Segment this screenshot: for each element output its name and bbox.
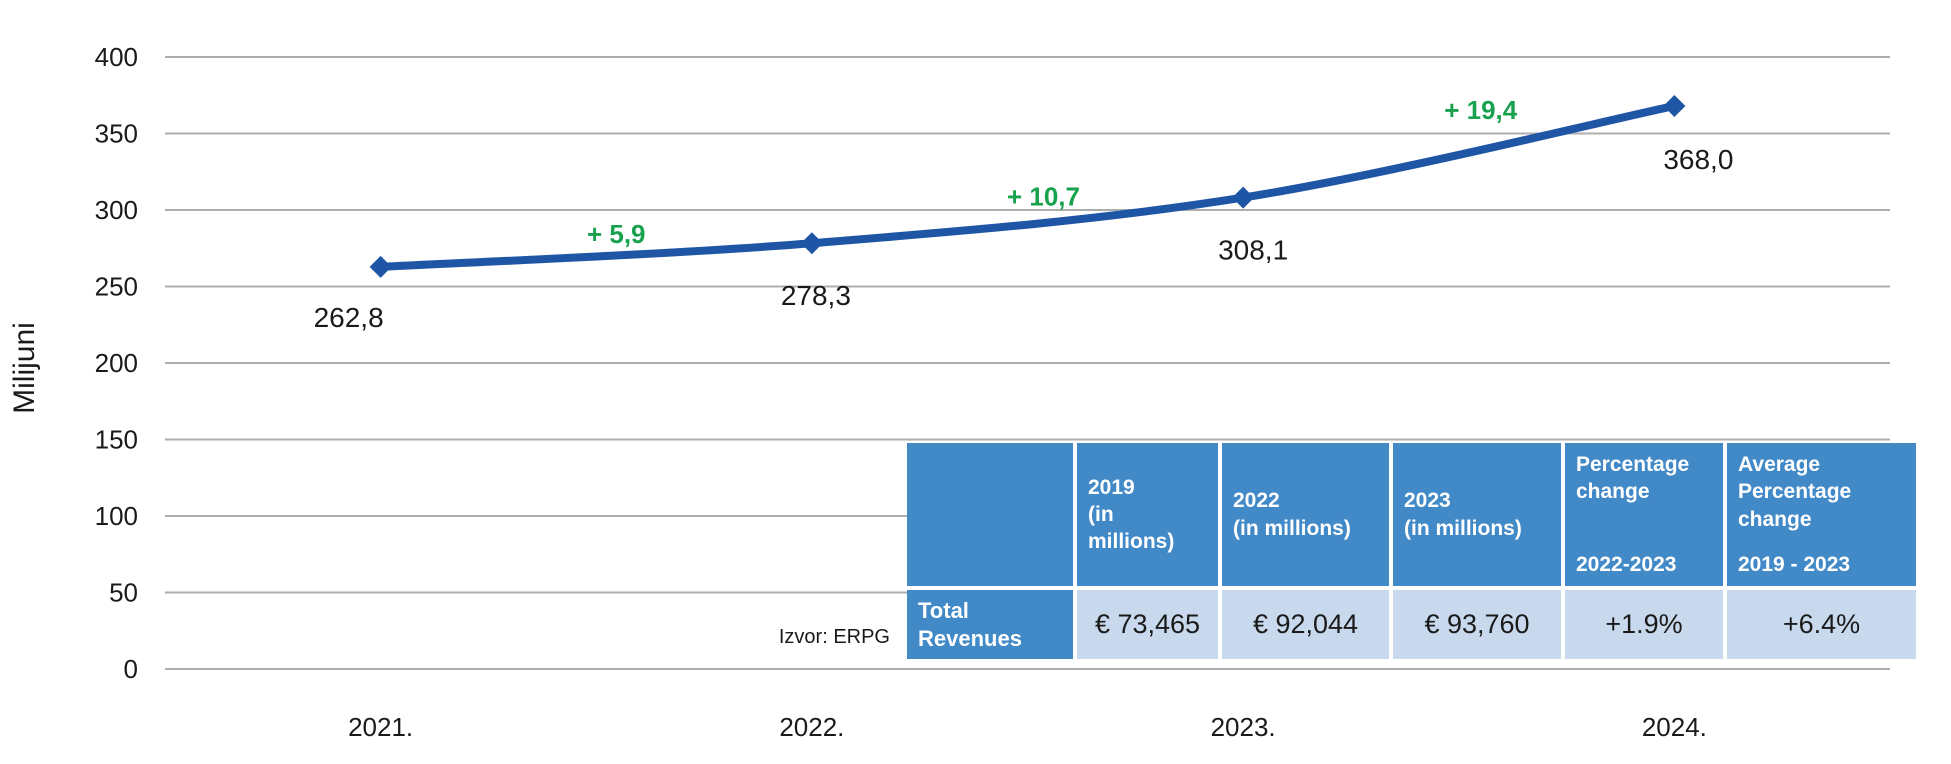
- table-header-cell: 2023 (in millions): [1393, 443, 1561, 586]
- x-tick-label: 2023.: [1211, 712, 1276, 742]
- y-tick-label: 350: [95, 119, 138, 149]
- table-value-cell: € 92,044: [1222, 590, 1389, 659]
- point-value-label: 278,3: [781, 280, 851, 311]
- point-value-label: 262,8: [314, 302, 384, 333]
- y-tick-label: 400: [95, 42, 138, 72]
- revenue-table: 2019 (in millions) 2022 (in millions) 2023…: [907, 443, 1916, 659]
- table-header-cell: Percentage change 2022-2023: [1565, 443, 1723, 586]
- header-title: 2023 (in millions): [1404, 489, 1522, 540]
- table-data-row: Total Revenues € 73,465 € 92,044 € 93,760 +1…: [907, 590, 1916, 659]
- table-value-cell: +1.9%: [1565, 590, 1723, 659]
- table-value-cell: € 73,465: [1077, 590, 1218, 659]
- source-note: Izvor: ERPG: [778, 626, 890, 648]
- data-point-marker: [800, 232, 823, 255]
- header-title: Average Percentage change: [1738, 453, 1852, 531]
- point-value-label: 308,1: [1218, 235, 1288, 266]
- change-annotation: + 19,4: [1444, 95, 1518, 125]
- data-point-marker: [1663, 94, 1686, 117]
- header-title: Percentage change: [1576, 453, 1690, 504]
- y-tick-label: 50: [109, 578, 138, 608]
- change-annotation: + 5,9: [587, 219, 646, 249]
- x-tick-label: 2022.: [779, 712, 844, 742]
- table-header-row: 2019 (in millions) 2022 (in millions) 2023…: [907, 443, 1916, 586]
- y-tick-label: 150: [95, 425, 138, 455]
- x-tick-label: 2021.: [348, 712, 413, 742]
- row-header-total-revenues: Total Revenues: [907, 590, 1073, 659]
- y-axis-title: Milijuni: [8, 322, 41, 414]
- data-point-marker: [369, 255, 392, 278]
- header-subtitle: 2019 - 2023: [1738, 552, 1851, 576]
- y-tick-label: 300: [95, 195, 138, 225]
- header-title: 2019 (in millions): [1088, 475, 1175, 554]
- x-tick-label: 2024.: [1642, 712, 1707, 742]
- y-tick-label: 100: [95, 501, 138, 531]
- table-header-cell: 2022 (in millions): [1222, 443, 1389, 586]
- header-title: 2022 (in millions): [1233, 489, 1351, 540]
- y-tick-label: 200: [95, 348, 138, 378]
- y-tick-label: 0: [124, 654, 138, 684]
- change-annotation: + 10,7: [1007, 181, 1080, 211]
- table-header-cell: 2019 (in millions): [1077, 443, 1218, 586]
- point-value-label: 368,0: [1663, 144, 1733, 175]
- table-value-cell: € 93,760: [1393, 590, 1561, 659]
- table-header-cell: [907, 443, 1073, 586]
- data-point-marker: [1232, 186, 1255, 209]
- table-header-cell: Average Percentage change 2019 - 2023: [1727, 443, 1916, 586]
- header-subtitle: 2022-2023: [1576, 552, 1677, 576]
- table-value-cell: +6.4%: [1727, 590, 1916, 659]
- revenue-line: [376, 101, 1679, 271]
- y-tick-label: 250: [95, 272, 138, 302]
